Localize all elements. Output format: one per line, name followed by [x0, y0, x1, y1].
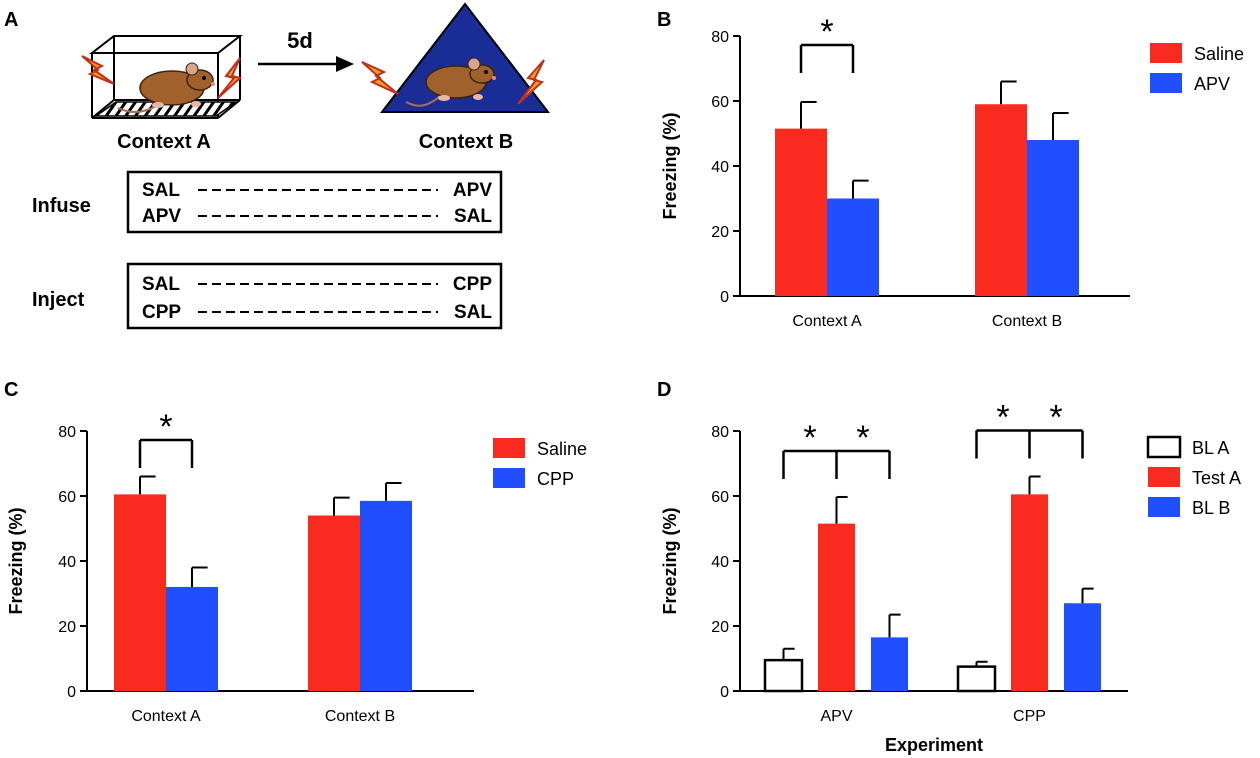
- legend-swatch: [1150, 73, 1182, 93]
- legend-label: Test A: [1192, 468, 1241, 488]
- panel-label-d: D: [657, 379, 671, 401]
- chart-c: 0 20 40 60 80 Freezing (%) Context A * Context B…: [6, 408, 587, 725]
- y-tick-label: 0: [720, 289, 729, 306]
- x-axis-title: Experiment: [885, 735, 983, 755]
- bar: [871, 637, 908, 691]
- significance-star: *: [159, 408, 172, 446]
- interval-arrow-head: [336, 56, 354, 72]
- y-tick-label: 80: [711, 29, 729, 46]
- bar: [114, 494, 166, 691]
- inject-row-1-right: CPP: [453, 274, 492, 295]
- x-tick-label: Context B: [325, 708, 395, 725]
- y-tick-label: 60: [711, 489, 729, 506]
- x-tick-label: CPP: [1013, 708, 1046, 725]
- interval-label: 5d: [287, 28, 313, 53]
- chart-d: 0 20 40 60 80 Freezing (%) APV * * CPP * * Experimen…: [660, 399, 1241, 756]
- bar: [763, 658, 804, 693]
- legend-label: APV: [1194, 74, 1230, 94]
- y-axis-title: Freezing (%): [660, 507, 680, 614]
- mouse-icon-context-b: [405, 57, 496, 107]
- inject-label: Inject: [32, 289, 85, 311]
- inject-box: [126, 262, 503, 330]
- legend-swatch: [1146, 435, 1182, 459]
- y-tick-label: 20: [58, 619, 76, 636]
- bar: [166, 587, 218, 691]
- legend-swatch: [493, 438, 525, 458]
- infuse-row-1-right: APV: [453, 180, 492, 201]
- legend-label: Saline: [1194, 44, 1244, 64]
- x-tick-label: Context B: [992, 313, 1062, 330]
- bar: [956, 665, 997, 693]
- context-a-label: Context A: [117, 131, 211, 153]
- y-tick-label: 20: [711, 619, 729, 636]
- y-tick-label: 60: [711, 94, 729, 111]
- inject-row-2-left: CPP: [142, 302, 181, 323]
- significance-star: *: [803, 419, 816, 457]
- shock-icon-context-a-left: [81, 55, 115, 85]
- significance-star: *: [856, 419, 869, 457]
- y-tick-label: 0: [720, 684, 729, 701]
- inject-row-2-right: SAL: [454, 302, 492, 323]
- x-tick-label: Context A: [792, 313, 862, 330]
- bar: [818, 523, 855, 691]
- infuse-row-1-left: SAL: [142, 180, 180, 201]
- mouse-icon-context-a: [117, 62, 215, 113]
- significance-star: *: [820, 13, 833, 51]
- chart-b: 0 20 40 60 80 Freezing (%) Context A * Context B…: [660, 13, 1244, 330]
- y-tick-label: 40: [711, 554, 729, 571]
- panel-label-a: A: [4, 9, 18, 31]
- legend-label: Saline: [537, 439, 587, 459]
- x-tick-label: APV: [820, 708, 852, 725]
- y-tick-label: 60: [58, 489, 76, 506]
- bar: [827, 198, 879, 296]
- context-b-triangle-illustration: [379, 2, 551, 113]
- legend-swatch: [1148, 497, 1180, 517]
- legend-label: CPP: [537, 469, 574, 489]
- infuse-box: [126, 170, 503, 234]
- bar: [775, 128, 827, 296]
- panel-label-c: C: [4, 379, 18, 401]
- x-tick-label: Context A: [131, 708, 201, 725]
- y-axis-title: Freezing (%): [6, 507, 26, 614]
- y-tick-label: 40: [58, 554, 76, 571]
- y-tick-label: 20: [711, 224, 729, 241]
- bar: [1027, 140, 1079, 296]
- bar: [308, 515, 360, 691]
- bar: [1064, 603, 1101, 691]
- bar: [1011, 494, 1048, 691]
- legend-label: BL A: [1192, 438, 1229, 458]
- legend-swatch: [493, 468, 525, 488]
- significance-star: *: [1049, 399, 1062, 437]
- significance-star: *: [996, 399, 1009, 437]
- shock-icon-context-b-right: [517, 59, 545, 105]
- context-b-label: Context B: [419, 131, 513, 153]
- infuse-row-2-left: APV: [142, 206, 181, 227]
- infuse-row-2-right: SAL: [454, 206, 492, 227]
- y-axis-title: Freezing (%): [660, 112, 680, 219]
- y-tick-label: 80: [711, 424, 729, 441]
- y-tick-label: 0: [67, 684, 76, 701]
- shock-icon-context-a-right: [217, 57, 243, 99]
- infuse-label: Infuse: [32, 195, 91, 217]
- bar: [360, 500, 412, 691]
- y-tick-label: 80: [58, 424, 76, 441]
- legend-swatch: [1148, 467, 1180, 487]
- legend-label: BL B: [1192, 498, 1230, 518]
- panel-label-b: B: [657, 9, 671, 31]
- inject-row-1-left: SAL: [142, 274, 180, 295]
- bar: [975, 104, 1027, 296]
- legend-swatch: [1150, 43, 1182, 63]
- y-tick-label: 40: [711, 159, 729, 176]
- shock-icon-context-b-left: [361, 61, 399, 95]
